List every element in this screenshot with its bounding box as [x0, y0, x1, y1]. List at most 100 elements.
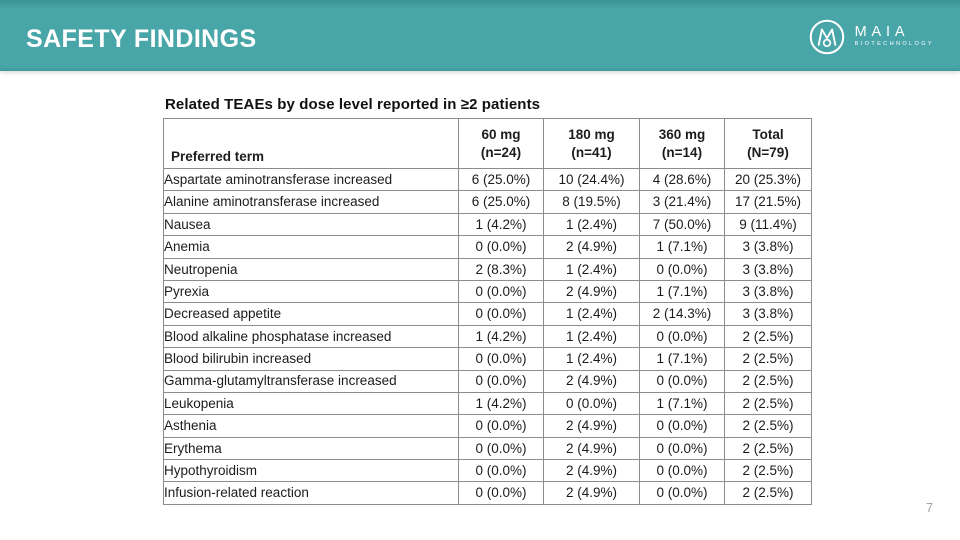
dose-180mg-cell: 8 (19.5%): [543, 190, 640, 214]
dose-60mg-cell: 0 (0.0%): [458, 347, 544, 371]
teae-table-container: Preferred term 60 mg (n=24) 180 mg (n=41…: [163, 118, 812, 505]
dose-180mg-cell: 1 (2.4%): [543, 302, 640, 326]
dose-360mg-cell: 0 (0.0%): [639, 369, 725, 393]
table-row: Hypothyroidism 0 (0.0%) 2 (4.9%) 0 (0.0%…: [163, 459, 812, 483]
total-cell: 3 (3.8%): [724, 302, 812, 326]
preferred-term-cell: Blood alkaline phosphatase increased: [163, 324, 459, 349]
table-row: Erythema 0 (0.0%) 2 (4.9%) 0 (0.0%) 2 (2…: [163, 436, 812, 461]
total-cell: 2 (2.5%): [724, 391, 812, 416]
table-header-row: Preferred term 60 mg (n=24) 180 mg (n=41…: [163, 118, 812, 169]
slide-title: SAFETY FINDINGS: [26, 24, 257, 53]
page-number: 7: [926, 501, 933, 515]
preferred-term-cell: Anemia: [163, 235, 459, 259]
dose-180mg-cell: 2 (4.9%): [543, 369, 640, 393]
total-cell: 3 (3.8%): [724, 235, 812, 259]
total-cell: 3 (3.8%): [724, 257, 812, 281]
dose-180mg-cell: 1 (2.4%): [543, 212, 640, 237]
table-row: Gamma-glutamyltransferase increased 0 (0…: [163, 369, 812, 393]
teae-table-body: Aspartate aminotransferase increased 6 (…: [163, 167, 812, 505]
table-row: Anemia 0 (0.0%) 2 (4.9%) 1 (7.1%) 3 (3.8…: [163, 235, 812, 259]
table-row: Aspartate aminotransferase increased 6 (…: [163, 167, 812, 192]
dose-360mg-cell: 2 (14.3%): [639, 302, 725, 326]
table-row: Decreased appetite 0 (0.0%) 1 (2.4%) 2 (…: [163, 302, 812, 326]
preferred-term-cell: Aspartate aminotransferase increased: [163, 167, 459, 192]
dose-60mg-cell: 0 (0.0%): [458, 436, 544, 461]
dose-360mg-cell: 1 (7.1%): [639, 279, 725, 304]
preferred-term-cell: Gamma-glutamyltransferase increased: [163, 369, 459, 393]
dose-360mg-cell: 1 (7.1%): [639, 391, 725, 416]
table-row: Leukopenia 1 (4.2%) 0 (0.0%) 1 (7.1%) 2 …: [163, 391, 812, 416]
dose-180mg-cell: 2 (4.9%): [543, 235, 640, 259]
logo-subtext: BIOTECHNOLOGY: [854, 41, 934, 48]
dose-180mg-cell: 10 (24.4%): [543, 167, 640, 192]
dose-360mg-cell: 0 (0.0%): [639, 436, 725, 461]
total-cell: 2 (2.5%): [724, 481, 812, 505]
dose-180mg-cell: 1 (2.4%): [543, 324, 640, 349]
dose-180mg-cell: 1 (2.4%): [543, 347, 640, 371]
dose-180mg-cell: 1 (2.4%): [543, 257, 640, 281]
total-cell: 2 (2.5%): [724, 414, 812, 438]
preferred-term-cell: Erythema: [163, 436, 459, 461]
table-row: Alanine aminotransferase increased 6 (25…: [163, 190, 812, 214]
table-row: Neutropenia 2 (8.3%) 1 (2.4%) 0 (0.0%) 3…: [163, 257, 812, 281]
table-row: Asthenia 0 (0.0%) 2 (4.9%) 0 (0.0%) 2 (2…: [163, 414, 812, 438]
logo-name: MAIA: [854, 24, 910, 41]
column-header-total: Total (N=79): [724, 118, 812, 169]
total-cell: 2 (2.5%): [724, 436, 812, 461]
total-cell: 2 (2.5%): [724, 324, 812, 349]
dose-180mg-cell: 2 (4.9%): [543, 436, 640, 461]
dose-180mg-cell: 2 (4.9%): [543, 481, 640, 505]
dose-60mg-cell: 2 (8.3%): [458, 257, 544, 281]
logo-text: MAIA BIOTECHNOLOGY: [855, 25, 934, 48]
preferred-term-cell: Decreased appetite: [163, 302, 459, 326]
dose-360mg-cell: 0 (0.0%): [639, 459, 725, 483]
preferred-term-cell: Neutropenia: [163, 257, 459, 281]
dose-60mg-cell: 0 (0.0%): [458, 459, 544, 483]
dose-60mg-cell: 6 (25.0%): [458, 167, 544, 192]
company-logo: MAIA BIOTECHNOLOGY: [808, 18, 934, 56]
dose-360mg-cell: 7 (50.0%): [639, 212, 725, 237]
table-caption: Related TEAEs by dose level reported in …: [165, 96, 541, 113]
table-row: Blood alkaline phosphatase increased 1 (…: [163, 324, 812, 349]
total-cell: 9 (11.4%): [724, 212, 812, 237]
dose-180mg-cell: 0 (0.0%): [543, 391, 640, 416]
dose-180mg-cell: 2 (4.9%): [543, 279, 640, 304]
teae-table: Preferred term 60 mg (n=24) 180 mg (n=41…: [163, 118, 812, 505]
maia-monogram-circle-icon: [808, 18, 846, 56]
total-cell: 17 (21.5%): [724, 190, 812, 214]
dose-360mg-cell: 0 (0.0%): [639, 481, 725, 505]
preferred-term-cell: Leukopenia: [163, 391, 459, 416]
dose-180mg-cell: 2 (4.9%): [543, 414, 640, 438]
dose-60mg-cell: 1 (4.2%): [458, 324, 544, 349]
dose-60mg-cell: 0 (0.0%): [458, 235, 544, 259]
dose-60mg-cell: 0 (0.0%): [458, 279, 544, 304]
dose-60mg-cell: 0 (0.0%): [458, 481, 544, 505]
dose-60mg-cell: 0 (0.0%): [458, 414, 544, 438]
table-row: Infusion-related reaction 0 (0.0%) 2 (4.…: [163, 481, 812, 505]
total-cell: 2 (2.5%): [724, 369, 812, 393]
table-row: Blood bilirubin increased 0 (0.0%) 1 (2.…: [163, 347, 812, 371]
dose-60mg-cell: 1 (4.2%): [458, 391, 544, 416]
preferred-term-cell: Infusion-related reaction: [163, 481, 459, 505]
dose-360mg-cell: 3 (21.4%): [639, 190, 725, 214]
dose-360mg-cell: 0 (0.0%): [639, 414, 725, 438]
total-cell: 3 (3.8%): [724, 279, 812, 304]
dose-360mg-cell: 1 (7.1%): [639, 347, 725, 371]
preferred-term-cell: Blood bilirubin increased: [163, 347, 459, 371]
preferred-term-cell: Nausea: [163, 212, 459, 237]
dose-180mg-cell: 2 (4.9%): [543, 459, 640, 483]
dose-60mg-cell: 0 (0.0%): [458, 369, 544, 393]
dose-60mg-cell: 0 (0.0%): [458, 302, 544, 326]
header-band: SAFETY FINDINGS MAIA BIOTECHNOLOGY: [0, 0, 960, 71]
preferred-term-cell: Hypothyroidism: [163, 459, 459, 483]
column-header-180mg: 180 mg (n=41): [543, 118, 640, 169]
dose-60mg-cell: 6 (25.0%): [458, 190, 544, 214]
column-header-60mg: 60 mg (n=24): [458, 118, 544, 169]
table-row: Nausea 1 (4.2%) 1 (2.4%) 7 (50.0%) 9 (11…: [163, 212, 812, 237]
dose-360mg-cell: 0 (0.0%): [639, 257, 725, 281]
dose-360mg-cell: 4 (28.6%): [639, 167, 725, 192]
dose-60mg-cell: 1 (4.2%): [458, 212, 544, 237]
total-cell: 20 (25.3%): [724, 167, 812, 192]
total-cell: 2 (2.5%): [724, 459, 812, 483]
